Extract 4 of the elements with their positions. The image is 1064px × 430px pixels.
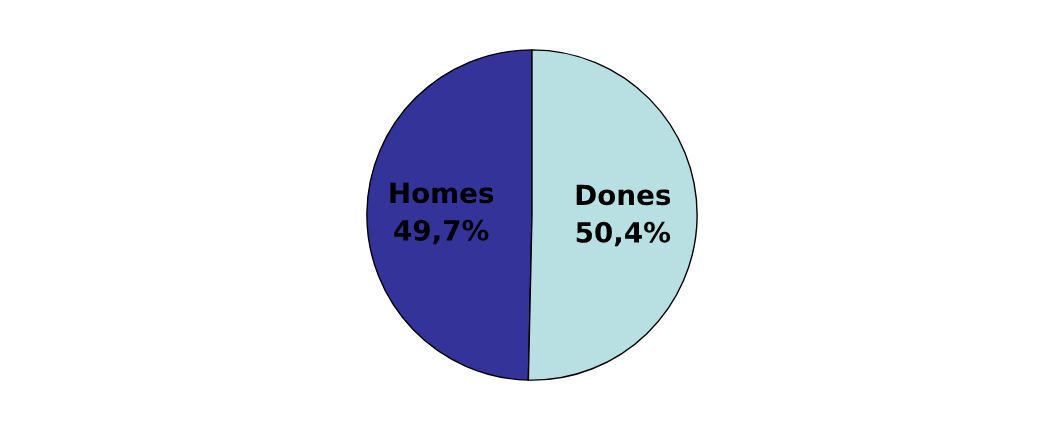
data-label: 49,7%	[394, 219, 489, 245]
data-label: 50,4%	[576, 221, 671, 247]
slice-label: Dones	[576, 184, 671, 206]
slice-label: Homes	[390, 182, 494, 204]
